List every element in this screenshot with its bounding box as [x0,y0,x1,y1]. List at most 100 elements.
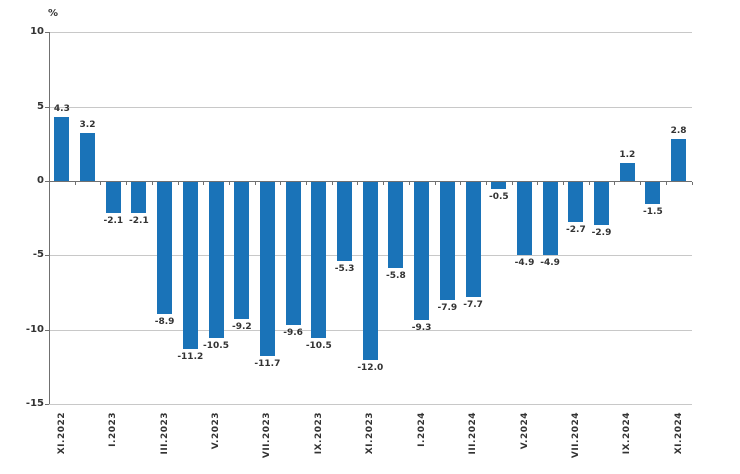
x-axis-tick [126,182,128,185]
bar [285,182,301,325]
gridline [49,404,692,405]
bar-value-label: -9.2 [231,321,252,332]
y-axis-line [49,32,50,404]
y-axis-tick-label: 0 [37,175,44,186]
bar-value-label: 3.2 [79,120,96,131]
x-axis-tick [383,182,385,185]
bar [337,182,353,261]
x-axis-tick [357,182,359,185]
bar-value-label: -10.5 [305,341,332,352]
bar [517,182,532,255]
bar-value-label: -4.9 [540,257,560,268]
bar-value-label: -5.3 [334,263,355,274]
bar-value-label: 1.2 [619,150,636,161]
x-axis-tick-label: V.2023 [211,412,221,450]
bar-value-label: -9.3 [411,323,432,334]
y-axis-unit-label: % [48,8,59,19]
x-axis-tick [537,182,539,185]
x-axis-tick [177,182,179,185]
bar [157,182,173,315]
x-axis-tick-label: IX.2023 [313,412,324,455]
bar [439,182,455,300]
bar-value-label: -2.9 [591,228,612,239]
bar [311,182,327,339]
y-axis-tick [45,32,49,34]
bar [671,139,687,181]
bar-value-label: -11.2 [177,351,204,362]
x-axis-tick [331,182,333,185]
x-axis-tick [49,182,50,185]
bar-value-label: -5.8 [386,271,406,282]
bar [54,117,70,181]
bar [388,182,404,269]
gridline [49,32,692,34]
bar-value-label: -0.5 [488,192,509,203]
y-axis-tick [45,329,49,331]
x-axis-tick-label: VII.2024 [570,412,581,459]
gridline [49,106,692,108]
x-axis-tick [485,182,487,185]
bar [259,182,275,356]
y-axis-tick [45,181,49,182]
bar-value-label: -8.9 [154,317,175,328]
y-axis-tick [45,255,49,257]
bar-value-label: -10.5 [203,341,229,352]
x-axis-tick [254,182,256,185]
bar-value-label: -9.6 [283,327,303,338]
x-axis-tick-label: XI.2022 [56,412,67,455]
y-axis-tick [45,404,49,405]
x-axis-tick-label: XI.2023 [365,412,376,455]
x-axis-tick-label: I.2023 [108,412,119,447]
x-axis-tick-label: III.2024 [468,412,479,455]
bar [491,182,507,190]
x-axis-tick [665,182,667,185]
x-axis-zero-line [49,181,692,182]
bar [594,182,609,226]
bar [80,133,95,181]
x-axis-tick [151,182,153,185]
x-axis-tick [100,182,102,185]
x-axis-tick-label: VII.2023 [262,412,273,459]
x-axis-tick [511,182,513,185]
bar-value-label: -2.7 [566,225,586,236]
x-axis-tick [460,182,462,185]
bar-value-label: -2.1 [129,216,149,227]
bar [208,182,224,339]
bar-value-label: -7.7 [463,299,483,310]
x-axis-tick [306,182,307,185]
bar-value-label: -4.9 [514,257,535,268]
x-axis-tick [203,182,205,185]
x-axis-tick-label: I.2024 [416,412,427,447]
bar-value-label: 4.3 [53,104,70,115]
x-axis-tick [434,182,436,185]
x-axis-tick-label: V.2024 [519,412,530,450]
bar [182,182,198,349]
x-axis-tick [280,182,282,185]
x-axis-tick [228,182,230,185]
x-axis-tick [588,182,590,185]
x-axis-tick [640,182,642,185]
bar [105,182,121,214]
y-axis-tick-label: 10 [30,26,44,38]
bar [414,182,430,321]
x-axis-tick-label: IX.2024 [622,412,633,455]
x-axis-tick-label: III.2023 [159,412,170,455]
bar [362,182,378,361]
y-axis-tick [45,106,49,108]
bar-value-label: -12.0 [357,363,384,374]
y-axis-tick-label: -15 [25,398,44,409]
bar-value-label: 2.8 [670,126,687,137]
x-axis-tick [74,182,76,185]
bar [568,182,584,223]
bar [465,182,481,297]
bar [645,182,661,205]
bar-value-label: -1.5 [643,207,663,218]
bar-value-label: -2.1 [103,216,124,227]
x-axis-tick [408,182,410,185]
bar [542,182,558,255]
bar-value-label: -11.7 [254,359,281,369]
y-axis-tick-label: -5 [32,249,44,261]
bar [619,163,635,181]
y-axis-tick-label: -10 [25,323,44,335]
